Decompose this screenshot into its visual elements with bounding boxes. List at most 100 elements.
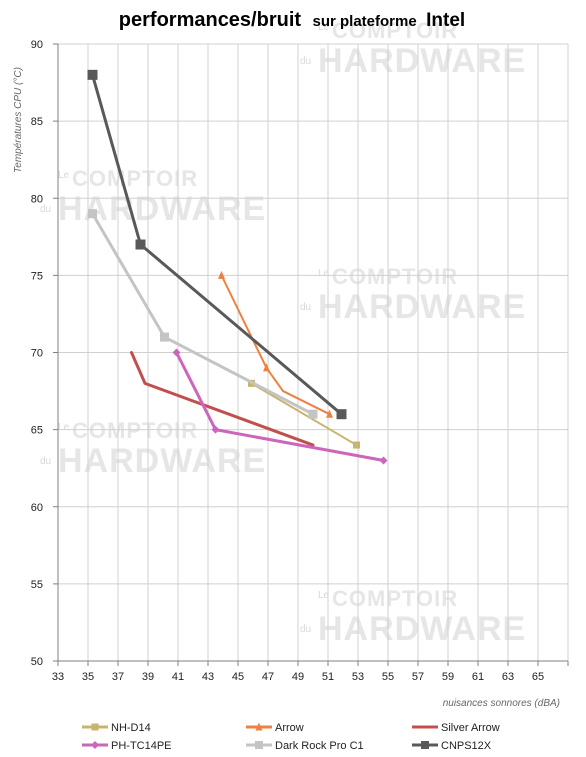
x-tick-labels: 33 35 37 39 41 43 45 47 49 51 53 55 57 59 61 63 65 — [52, 671, 544, 683]
y-tick-label: 90 — [31, 39, 43, 51]
series-line-silver-arrow — [130, 351, 315, 447]
chart-title-brand: Intel — [426, 10, 465, 31]
y-tick-label: 85 — [31, 116, 43, 128]
series-layer — [87, 69, 388, 465]
legend-label: NH-D14 — [111, 722, 151, 734]
data-point — [135, 239, 146, 250]
data-point — [172, 348, 181, 357]
data-point — [160, 332, 169, 342]
y-tick-label: 55 — [31, 579, 43, 591]
watermark-le: Le — [318, 22, 330, 33]
data-point — [379, 456, 388, 465]
legend-item-silver-arrow: Silver Arrow — [412, 722, 500, 734]
data-point — [88, 209, 97, 219]
axes — [53, 43, 569, 666]
x-axis-label: nuisances sonnores (dBA) — [443, 698, 560, 709]
y-tick-label: 75 — [31, 270, 43, 282]
chart-title-main: performances/bruit — [119, 9, 302, 31]
data-point — [308, 409, 318, 419]
x-tick-label: 35 — [82, 671, 94, 683]
x-tick-label: 39 — [142, 671, 154, 683]
watermark-le: Le — [58, 422, 70, 433]
watermark-le: Le — [318, 590, 330, 601]
watermark-comptoir: COMPTOIR — [72, 418, 198, 443]
data-point — [353, 441, 360, 449]
series-cnps12x — [87, 69, 347, 420]
series-arrow — [218, 270, 333, 418]
watermark: Le COMPTOIR du HARDWARE — [40, 418, 266, 480]
data-point — [211, 425, 220, 434]
watermark-comptoir: COMPTOIR — [332, 264, 458, 289]
watermark-comptoir: COMPTOIR — [332, 586, 458, 611]
series-dark-rock-pro-c1 — [88, 209, 318, 419]
x-tick-label: 59 — [442, 671, 454, 683]
watermark-du: du — [300, 302, 311, 313]
x-tick-label: 33 — [52, 671, 64, 683]
legend-marker — [91, 741, 99, 749]
legend-label: Dark Rock Pro C1 — [275, 740, 364, 752]
x-tick-label: 47 — [262, 671, 274, 683]
watermark-hardware: HARDWARE — [58, 190, 266, 228]
legend-item-dark-rock-pro-c1: Dark Rock Pro C1 — [246, 740, 364, 752]
legend-label: PH-TC14PE — [111, 740, 172, 752]
watermark-le: Le — [318, 268, 330, 279]
chart-title: performances/bruit sur plateforme Intel — [119, 9, 465, 31]
y-tick-label: 70 — [31, 348, 43, 360]
y-tick-label: 50 — [31, 656, 43, 668]
legend-label: CNPS12X — [441, 740, 492, 752]
watermark-comptoir: COMPTOIR — [72, 166, 198, 191]
legend: NH-D14 Arrow Silver Arrow PH-TC14PE Dark Roc… — [82, 722, 500, 752]
watermark: Le COMPTOIR du HARDWARE — [300, 264, 526, 326]
legend-marker — [91, 723, 99, 731]
data-point — [336, 409, 347, 420]
legend-marker — [255, 741, 263, 749]
x-tick-label: 53 — [352, 671, 364, 683]
watermark-le: Le — [58, 170, 70, 181]
y-tick-label: 60 — [31, 502, 43, 514]
data-point — [326, 409, 333, 418]
watermark-hardware: HARDWARE — [318, 610, 526, 648]
legend-item-nh-d14: NH-D14 — [82, 722, 151, 734]
legend-marker — [421, 741, 429, 749]
watermark-du: du — [40, 204, 51, 215]
watermark-du: du — [300, 624, 311, 635]
legend-marker — [255, 722, 263, 731]
x-tick-label: 63 — [502, 671, 514, 683]
watermark: Le COMPTOIR du HARDWARE — [300, 586, 526, 648]
series-line-nh-d14 — [250, 382, 358, 447]
data-point — [87, 69, 98, 80]
x-tick-label: 65 — [532, 671, 544, 683]
y-tick-label: 80 — [31, 193, 43, 205]
series-line-dark-rock-pro-c1 — [91, 212, 315, 416]
watermark-du: du — [300, 56, 311, 67]
watermark-hardware: HARDWARE — [318, 42, 526, 80]
x-tick-label: 43 — [202, 671, 214, 683]
watermark-hardware: HARDWARE — [58, 442, 266, 480]
x-tick-label: 55 — [382, 671, 394, 683]
watermark-comptoir: COMPTOIR — [332, 18, 458, 43]
watermark: Le COMPTOIR du HARDWARE — [40, 166, 266, 228]
y-axis-label: Températures CPU (°C) — [13, 67, 24, 173]
legend-item-cnps12x: CNPS12X — [412, 740, 492, 752]
legend-label: Silver Arrow — [441, 722, 500, 734]
legend-label: Arrow — [275, 722, 304, 734]
x-tick-label: 41 — [172, 671, 184, 683]
legend-item-arrow: Arrow — [246, 722, 304, 734]
y-tick-label: 65 — [31, 425, 43, 437]
data-point — [218, 270, 225, 279]
watermark-hardware: HARDWARE — [318, 288, 526, 326]
chart-title-sub: sur plateforme — [313, 13, 417, 30]
x-tick-label: 49 — [292, 671, 304, 683]
series-ph-tc14pe — [172, 348, 388, 465]
watermark: Le COMPTOIR du HARDWARE — [300, 18, 526, 80]
series-line-arrow — [220, 274, 331, 416]
x-tick-label: 51 — [322, 671, 334, 683]
grid — [57, 43, 569, 662]
x-tick-label: 45 — [232, 671, 244, 683]
x-tick-label: 57 — [412, 671, 424, 683]
x-tick-label: 61 — [472, 671, 484, 683]
y-tick-labels: 50 55 60 65 70 75 80 85 90 — [31, 39, 43, 668]
data-point — [263, 363, 270, 372]
